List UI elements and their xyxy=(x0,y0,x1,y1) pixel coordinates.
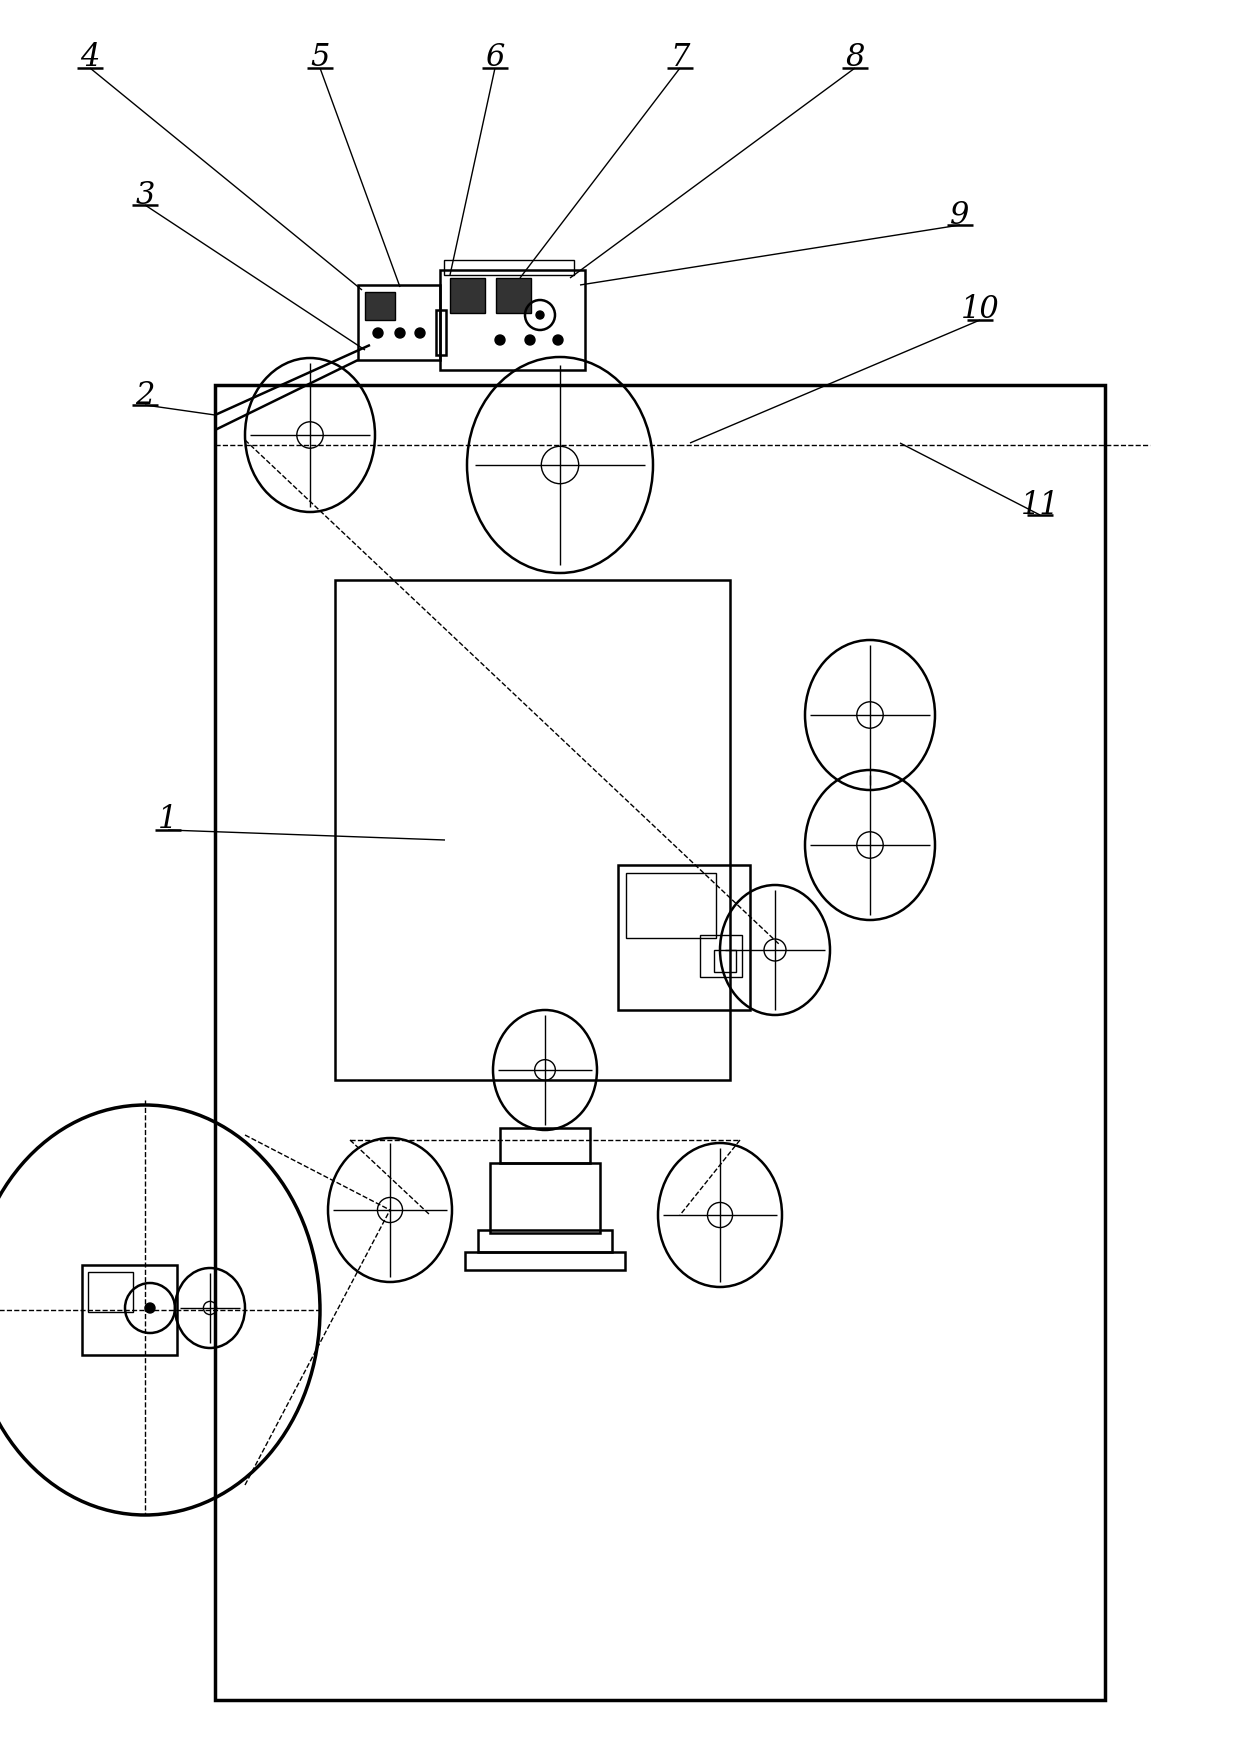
Bar xyxy=(477,1229,613,1252)
Text: 9: 9 xyxy=(950,200,970,231)
Text: 1: 1 xyxy=(159,805,177,835)
Bar xyxy=(465,1252,625,1269)
Bar xyxy=(88,1271,133,1311)
Circle shape xyxy=(536,311,544,318)
Bar xyxy=(358,285,440,360)
Text: 8: 8 xyxy=(846,42,864,73)
Bar xyxy=(626,873,715,937)
Bar xyxy=(701,936,742,977)
Bar xyxy=(335,581,730,1080)
Text: 11: 11 xyxy=(1021,489,1059,520)
Bar xyxy=(444,261,574,275)
Bar xyxy=(490,1163,600,1233)
Text: 7: 7 xyxy=(671,42,689,73)
Bar xyxy=(450,278,485,313)
Circle shape xyxy=(373,329,383,337)
Bar xyxy=(440,270,585,370)
Bar xyxy=(714,949,737,972)
Bar xyxy=(436,310,446,355)
Circle shape xyxy=(396,329,405,337)
Circle shape xyxy=(525,336,534,344)
Text: 10: 10 xyxy=(961,294,999,325)
Circle shape xyxy=(415,329,425,337)
Text: 5: 5 xyxy=(310,42,330,73)
Bar xyxy=(500,1129,590,1163)
Text: 3: 3 xyxy=(135,179,155,210)
Bar xyxy=(618,864,750,1010)
Text: 6: 6 xyxy=(485,42,505,73)
Bar xyxy=(365,292,396,320)
Circle shape xyxy=(495,336,505,344)
Bar xyxy=(496,278,531,313)
Text: 4: 4 xyxy=(81,42,99,73)
Text: 2: 2 xyxy=(135,379,155,410)
Circle shape xyxy=(553,336,563,344)
Bar xyxy=(215,384,1105,1701)
Circle shape xyxy=(145,1303,155,1313)
Bar xyxy=(82,1264,177,1355)
